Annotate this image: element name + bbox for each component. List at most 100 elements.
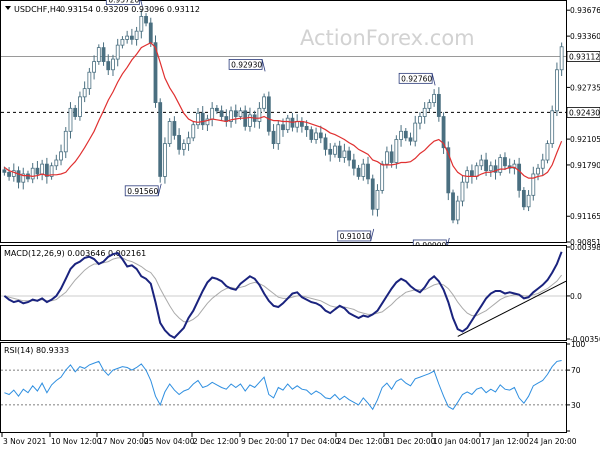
candle (422, 102, 427, 124)
candle (82, 81, 87, 103)
candle (92, 55, 96, 80)
price-axis-label: 0.92105 (570, 135, 600, 144)
candle (418, 112, 422, 130)
candle (200, 106, 205, 130)
candle (517, 157, 522, 198)
ohlc-label: 0.93154 0.93209 0.93096 0.93112 (60, 5, 200, 14)
candle (49, 162, 54, 180)
candle (96, 44, 101, 65)
support-price-tag-label: 0.92430 (569, 108, 600, 117)
price-axis-label: 0.92735 (570, 83, 600, 92)
time-axis-label: 17 Jan 12:00 (481, 437, 529, 446)
watermark: ActionForex.com (300, 26, 475, 50)
candle (54, 154, 59, 171)
candle (285, 114, 290, 133)
macd-axis-label: -0.003508 (570, 335, 600, 344)
time-axis-label: 31 Dec 20:00 (385, 437, 436, 446)
candle (347, 146, 352, 167)
time-axis-label: 9 Dec 20:00 (241, 437, 287, 446)
time-axis-label: 17 Dec 04:00 (289, 437, 340, 446)
price-annotation-label: 0.93720 (108, 0, 139, 5)
candle (120, 36, 125, 49)
candle (498, 154, 503, 176)
candle (488, 161, 493, 177)
candle (139, 10, 144, 39)
time-axis-label: 24 Dec 12:00 (337, 437, 388, 446)
candle (342, 143, 347, 163)
candle (134, 26, 139, 46)
candle (7, 167, 11, 181)
price-annotation: 0.92930 (228, 59, 266, 72)
candle (30, 162, 35, 184)
candle (186, 131, 191, 151)
rsi-panel-frame (0, 342, 567, 433)
time-axis-label: 10 Jan 04:00 (433, 437, 481, 446)
candle (370, 174, 375, 216)
price-annotation-label: 0.91010 (340, 232, 371, 241)
rsi-axis-label: 70 (571, 366, 581, 375)
candle (163, 137, 167, 184)
candle (521, 187, 526, 211)
macd-signal-line (4, 257, 562, 323)
candle (356, 164, 361, 180)
candle (314, 127, 318, 144)
candle (158, 98, 163, 183)
candle (432, 89, 437, 107)
candle (559, 42, 564, 76)
candle (262, 93, 267, 112)
candle (144, 13, 148, 27)
macd-axis-label: 0.003987 (570, 243, 600, 252)
price-annotation: 0.91010 (337, 228, 375, 242)
candle (526, 190, 531, 212)
time-axis-label: 17 Nov 20:00 (98, 437, 149, 446)
time-axis-label: 3 Nov 2021 (3, 437, 46, 446)
candle (493, 159, 498, 180)
candle (351, 153, 356, 176)
candle (375, 184, 380, 217)
candle (101, 42, 106, 66)
candle (328, 143, 333, 162)
rsi-label: RSI(14) 80.9333 (4, 346, 69, 355)
candle (380, 160, 385, 194)
candle (318, 125, 323, 144)
candle (233, 104, 238, 124)
candle (441, 112, 446, 154)
support-price-tag: 0.92430 (566, 107, 600, 118)
candle (276, 120, 281, 150)
time-axis-label: 25 Nov 04:00 (144, 437, 195, 446)
candle (219, 105, 224, 121)
candle (446, 141, 451, 201)
candle (451, 189, 455, 224)
candle (403, 128, 408, 142)
macd-trendline (457, 280, 567, 337)
candle (44, 157, 49, 184)
symbol-label: USDCHF,H4 (14, 5, 61, 14)
candle (271, 124, 276, 149)
candle (257, 102, 262, 129)
candle (550, 105, 555, 148)
candle (196, 108, 200, 130)
dropdown-triangle-icon[interactable] (5, 6, 11, 10)
candle (125, 30, 130, 44)
price-axis-label: 0.93676 (570, 6, 600, 15)
candle (361, 158, 366, 181)
candle (63, 127, 68, 159)
rsi-axis-label: 100 (571, 340, 586, 349)
price-annotation: 0.91560 (124, 183, 162, 197)
candle (111, 54, 115, 76)
time-axis-label: 2 Dec 12:00 (193, 437, 239, 446)
candle (413, 115, 418, 147)
macd-panel-frame (0, 245, 567, 341)
candle (460, 174, 465, 207)
candle (73, 105, 78, 120)
candle (181, 139, 186, 156)
candle (266, 91, 271, 136)
time-axis-label: 10 Nov 12:00 (51, 437, 102, 446)
candle (545, 140, 550, 164)
candle (333, 142, 337, 158)
current-price-tag: 0.93112 (566, 51, 600, 62)
candle (323, 133, 328, 156)
candle (191, 121, 196, 142)
rsi-axis-label: 30 (571, 401, 581, 410)
